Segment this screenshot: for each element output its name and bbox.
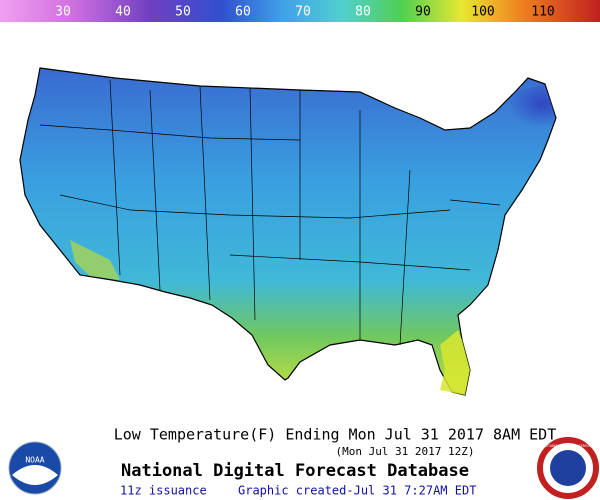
issuance: 11z issuance (120, 484, 207, 498)
state-lines (39, 79, 501, 346)
database-heading: National Digital Forecast Database (121, 461, 469, 481)
scale-label: 80 (355, 5, 371, 20)
scale-label: 40 (115, 5, 131, 20)
scale-label: 50 (175, 5, 191, 20)
scale-label: 70 (295, 5, 311, 20)
created-time: Graphic created-Jul 31 7:27AM EDT (238, 484, 476, 498)
florida-warm (440, 330, 470, 395)
scale-label: 110 (531, 5, 554, 20)
scale-labels: 30 40 50 60 70 80 90 100 110 (55, 5, 555, 20)
scale-label: 60 (235, 5, 251, 20)
color-scale (0, 0, 600, 22)
noaa-logo-wave (12, 465, 58, 485)
map-title: Low Temperature(F) Ending Mon Jul 31 201… (114, 426, 557, 444)
scale-label: 30 (55, 5, 71, 20)
nws-logo-center (550, 450, 586, 486)
noaa-logo-text: NOAA (25, 456, 44, 465)
scale-label: 100 (471, 5, 494, 20)
map-subtitle: (Mon Jul 31 2017 12Z) (335, 445, 474, 458)
scale-label: 90 (415, 5, 431, 20)
us-land (19, 67, 557, 396)
nws-logo-text: NATIONAL WEATHER SERVICE (543, 444, 594, 448)
northeast-cold (420, 84, 556, 180)
southwest-warm (70, 240, 120, 280)
